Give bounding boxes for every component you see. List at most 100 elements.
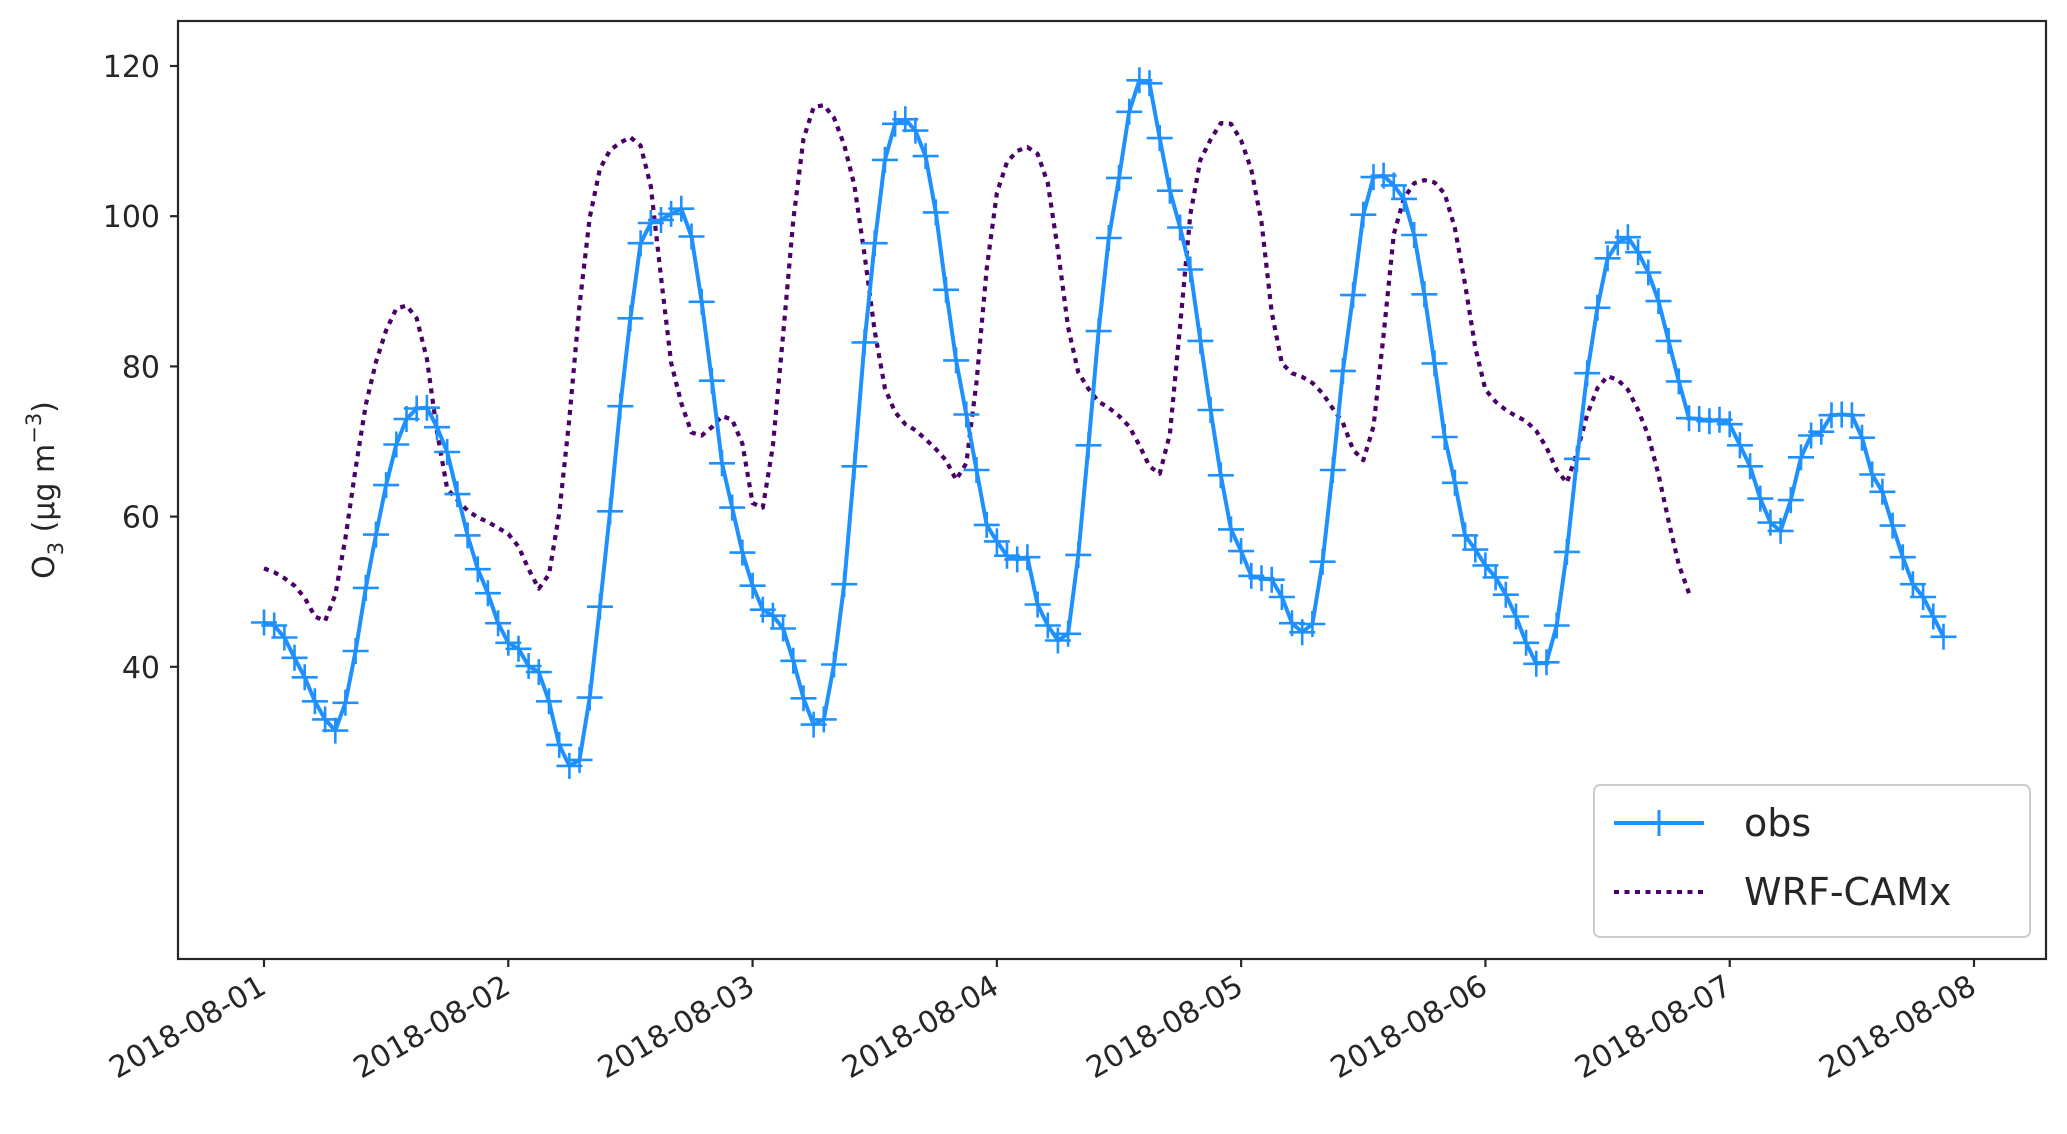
- data-point-obs: [1604, 229, 1631, 256]
- data-point-obs: [1299, 611, 1326, 637]
- y-axis-label-subscript: 3: [44, 542, 68, 555]
- legend-obs-label: obs: [1744, 801, 1811, 845]
- legend-obs-marker: [1646, 810, 1672, 836]
- data-point-obs: [627, 230, 654, 257]
- data-point-obs: [536, 688, 562, 715]
- data-point-obs: [1350, 201, 1377, 228]
- data-point-obs: [251, 609, 277, 636]
- data-point-obs: [780, 647, 807, 674]
- data-point-obs: [1614, 224, 1641, 251]
- data-point-obs: [291, 664, 318, 691]
- data-point-obs: [729, 539, 756, 566]
- data-point-obs: [749, 596, 776, 623]
- data-point-obs: [312, 706, 339, 733]
- data-point-obs: [363, 521, 389, 548]
- data-point-obs: [1024, 591, 1051, 618]
- data-point-obs: [1401, 222, 1428, 248]
- data-point-obs: [342, 638, 369, 664]
- data-point-obs: [1655, 327, 1682, 354]
- legend-box: [1593, 784, 2031, 938]
- data-point-obs: [352, 574, 379, 601]
- data-point-obs: [1431, 424, 1458, 450]
- series-layer: [251, 67, 1957, 779]
- data-point-obs: [1879, 512, 1906, 539]
- data-point-obs: [576, 684, 603, 711]
- data-point-obs: [1106, 164, 1132, 191]
- data-point-obs: [973, 511, 1000, 538]
- data-point-obs: [668, 195, 695, 222]
- data-point-obs: [454, 522, 481, 549]
- data-point-obs: [800, 711, 827, 738]
- data-point-obs: [983, 528, 1010, 555]
- data-point-obs: [1014, 544, 1041, 571]
- data-point-obs: [1329, 357, 1356, 384]
- data-point-obs: [902, 117, 929, 144]
- data-point-obs: [261, 612, 288, 639]
- data-point-obs: [1004, 546, 1031, 573]
- data-point-obs: [1564, 445, 1590, 472]
- data-point-obs: [1716, 411, 1743, 438]
- data-point-obs: [1584, 294, 1611, 321]
- data-point-obs: [1360, 164, 1387, 191]
- data-point-obs: [1044, 627, 1071, 654]
- data-point-obs: [1248, 565, 1275, 592]
- data-point-obs: [1065, 541, 1092, 568]
- data-point-obs: [525, 659, 552, 686]
- data-point-obs: [1859, 461, 1886, 488]
- legend-wrf-camx-label: WRF-CAMx: [1744, 870, 1951, 914]
- data-point-obs: [1696, 408, 1723, 435]
- data-point-obs: [1228, 538, 1255, 565]
- data-point-obs: [444, 481, 471, 508]
- data-point-obs: [759, 602, 786, 629]
- data-point-obs: [861, 230, 888, 257]
- series-markers-obs: [251, 67, 1957, 779]
- y-tick-label: 120: [103, 50, 160, 85]
- data-point-obs: [953, 401, 980, 428]
- data-point-obs: [1441, 469, 1468, 496]
- data-point-obs: [719, 494, 746, 521]
- data-point-obs: [1553, 538, 1580, 565]
- data-point-obs: [1146, 125, 1173, 152]
- data-point-obs: [1767, 517, 1794, 544]
- data-point-obs: [1126, 67, 1153, 94]
- data-point-obs: [1177, 256, 1204, 283]
- data-point-obs: [648, 207, 674, 233]
- data-point-obs: [322, 717, 349, 744]
- data-point-obs: [301, 688, 328, 715]
- data-point-obs: [1075, 432, 1102, 459]
- y-tick-label: 60: [122, 501, 160, 536]
- data-point-obs: [943, 347, 970, 374]
- data-point-obs: [1340, 282, 1367, 309]
- data-point-obs: [383, 431, 410, 458]
- data-point-obs: [1055, 620, 1082, 647]
- data-point-obs: [1798, 422, 1825, 449]
- data-point-obs: [739, 572, 766, 599]
- data-point-obs: [434, 439, 461, 465]
- data-point-obs: [1513, 629, 1540, 656]
- data-point-obs: [1808, 418, 1835, 445]
- data-point-obs: [1889, 544, 1916, 571]
- data-point-obs: [1849, 424, 1875, 451]
- data-point-obs: [1625, 239, 1652, 266]
- data-point-obs: [505, 635, 532, 662]
- data-point-obs: [515, 653, 542, 679]
- y-axis-label: O3 (µg m−3): [22, 401, 68, 579]
- data-point-obs: [637, 210, 664, 236]
- data-point-obs: [871, 146, 898, 173]
- data-point-obs: [892, 106, 919, 133]
- data-point-obs: [1920, 603, 1947, 630]
- data-point-obs: [1156, 177, 1183, 204]
- data-point-obs: [1268, 584, 1295, 610]
- y-axis: 40 60 80 100 120: [103, 50, 178, 686]
- data-point-obs: [851, 329, 878, 356]
- data-point-obs: [1594, 245, 1621, 272]
- data-point-obs: [1421, 350, 1448, 377]
- data-point-obs: [1136, 70, 1163, 97]
- data-point-obs: [1472, 552, 1499, 579]
- data-point-obs: [790, 685, 817, 712]
- data-point-obs: [1574, 360, 1601, 387]
- data-point-obs: [617, 305, 644, 332]
- data-point-obs: [1309, 548, 1336, 575]
- legend: obs WRF-CAMx: [1593, 784, 2031, 938]
- y-tick-label: 100: [103, 200, 160, 235]
